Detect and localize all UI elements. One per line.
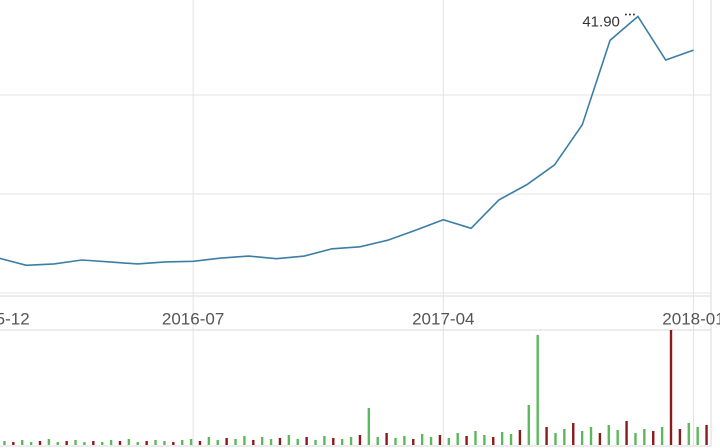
label-dot [624, 13, 627, 16]
volume-bar [518, 430, 522, 445]
volume-bar [660, 427, 664, 445]
volume-bar [563, 429, 566, 445]
volume-bar [163, 441, 166, 445]
volume-bar [456, 433, 459, 445]
volume-bar [74, 440, 77, 445]
volume-bar [172, 442, 175, 445]
volume-bar [127, 439, 131, 445]
volume-bar [687, 423, 690, 445]
volume-bar [332, 438, 335, 445]
volume-bar [180, 440, 184, 445]
volume-bar [696, 427, 699, 445]
volume-bar [269, 439, 273, 445]
volume-bar [652, 431, 655, 445]
volume-bar [3, 441, 6, 445]
volume-bar [580, 431, 584, 445]
volume-bar [358, 435, 362, 445]
volume-bar [207, 437, 211, 445]
volume-bar [252, 440, 255, 445]
volume-bar [607, 425, 610, 445]
volume-bar [429, 437, 433, 445]
volume-bar [83, 442, 86, 445]
volume-bar [118, 441, 122, 445]
volume-bar [65, 441, 68, 445]
volume-bar [323, 436, 326, 445]
volume-bar [305, 437, 308, 445]
volume-bar [385, 433, 388, 445]
volume-bar [412, 439, 415, 445]
max-label: 41.90 [582, 13, 620, 30]
volume-bar [616, 430, 619, 445]
volume-bar [340, 439, 344, 445]
x-tick-label: 2017-04 [412, 309, 474, 328]
volume-bar [29, 442, 33, 445]
volume-bar [545, 427, 548, 445]
volume-bar [92, 441, 95, 445]
volume-bar [500, 432, 504, 445]
volume-bar [554, 433, 557, 445]
volume-bar [154, 440, 157, 445]
volume-bar [643, 429, 646, 445]
volume-bar [136, 442, 139, 445]
volume-bar [349, 437, 353, 445]
volume-bar [314, 440, 317, 445]
volume-bar [465, 436, 468, 445]
volume-bar [483, 435, 486, 445]
volume-bar [678, 429, 682, 445]
volume-bar [296, 439, 299, 445]
volume-bar [109, 440, 113, 445]
volume-bar [260, 437, 264, 445]
volume-bar [367, 408, 371, 445]
volume-bar [12, 442, 15, 445]
label-dot [632, 13, 635, 16]
volume-bar [705, 425, 708, 445]
volume-bar [198, 441, 202, 445]
x-tick-label: 2018-01 [662, 309, 720, 328]
volume-bar [492, 437, 495, 445]
volume-bar [598, 433, 602, 445]
volume-bar [625, 421, 628, 445]
volume-bar [474, 431, 477, 445]
volume-bar [234, 439, 237, 445]
volume-bar [447, 438, 451, 445]
volume-bar [38, 441, 42, 445]
volume-bar [589, 427, 593, 445]
volume-bar [527, 405, 531, 445]
volume-bar [56, 442, 59, 445]
x-tick-label: 2015-12 [0, 309, 30, 328]
volume-bar [403, 436, 406, 445]
volume-bar [536, 335, 539, 445]
volume-bar [189, 439, 193, 445]
label-dot [628, 13, 631, 16]
volume-bar [145, 441, 148, 445]
volume-bar [47, 439, 51, 445]
volume-bar [438, 435, 442, 445]
volume-bar [420, 434, 424, 445]
volume-bar [225, 438, 228, 445]
volume-bar [243, 436, 246, 445]
volume-bar [394, 438, 397, 445]
volume-bar [376, 437, 379, 445]
volume-bar [634, 433, 637, 445]
x-tick-label: 2016-07 [162, 309, 224, 328]
volume-bar [572, 423, 575, 445]
volume-bar [101, 442, 104, 445]
volume-bar [216, 440, 219, 445]
volume-bar [509, 434, 513, 445]
volume-bar [21, 440, 24, 445]
volume-bar [278, 438, 282, 445]
volume-bar [287, 435, 291, 445]
volume-bar [669, 330, 673, 445]
price-line [0, 15, 694, 267]
